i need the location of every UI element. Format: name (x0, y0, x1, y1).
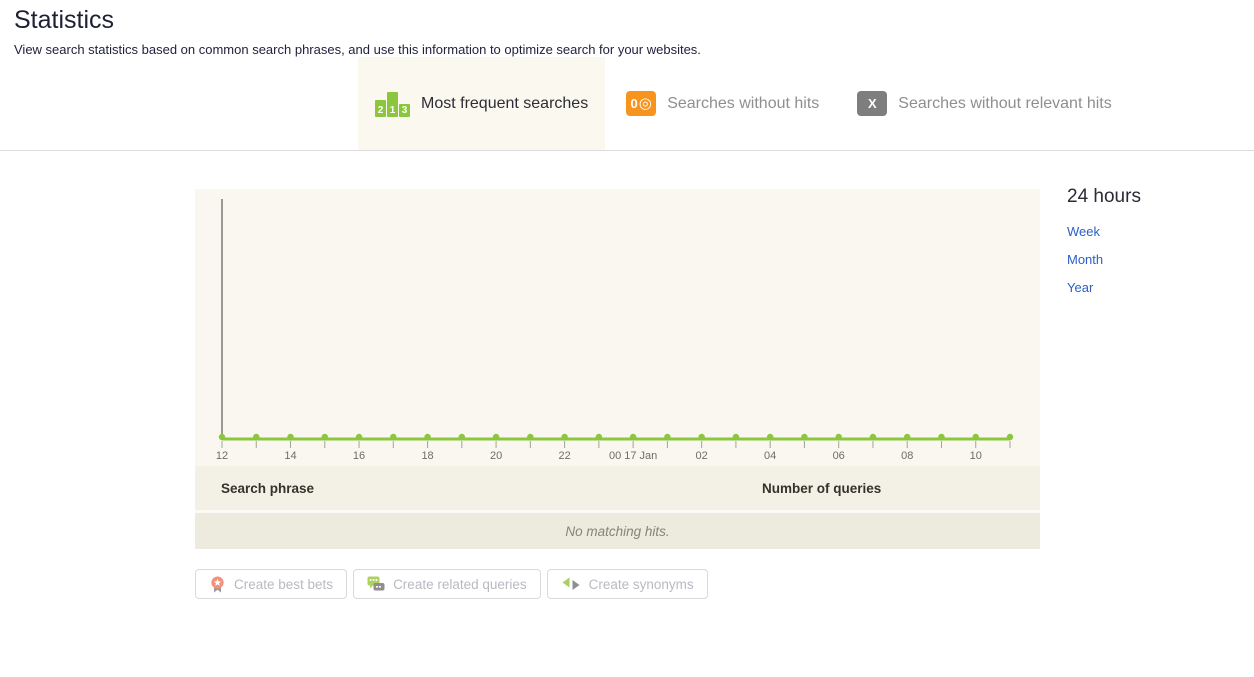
tab-searches-without-hits[interactable]: 0 ◎ Searches without hits (609, 57, 836, 150)
action-buttons: Create best bets Create related queries … (195, 569, 1254, 599)
time-range-link-week[interactable]: Week (1067, 224, 1100, 239)
related-queries-chat-icon (367, 576, 385, 591)
tab-searches-without-relevant-hits[interactable]: X Searches without relevant hits (840, 57, 1128, 150)
svg-text:18: 18 (421, 450, 433, 462)
time-range-selected: 24 hours (1067, 186, 1141, 207)
create-related-queries-button[interactable]: Create related queries (353, 569, 541, 599)
page-subtitle: View search statistics based on common s… (14, 42, 701, 57)
table-separator (195, 510, 1040, 513)
svg-text:02: 02 (696, 450, 708, 462)
statistics-main: 12 14 16 18 20 22 00 17 Jan 02 04 06 08 10 Search p… (195, 189, 1040, 549)
tab-label: Most frequent searches (421, 94, 589, 112)
time-range-panel: 24 hours Week Month Year (1067, 186, 1227, 308)
svg-text:08: 08 (901, 450, 913, 462)
synonyms-arrows-icon (562, 577, 580, 590)
results-table-header: Search phrase Number of queries (195, 466, 1040, 510)
create-synonyms-button[interactable]: Create synonyms (546, 569, 708, 599)
column-header-search-phrase: Search phrase (221, 480, 315, 496)
podium-bar-1: 1 (387, 91, 398, 117)
time-range-link-month[interactable]: Month (1067, 252, 1104, 267)
svg-text:14: 14 (284, 450, 296, 462)
tab-label: Searches without hits (667, 94, 820, 112)
time-range-link-year[interactable]: Year (1067, 280, 1094, 295)
best-bets-ribbon-icon (211, 576, 224, 592)
search-statistics-chart: 12 14 16 18 20 22 00 17 Jan 02 04 06 08 10 (195, 189, 1040, 466)
empty-results-row: No matching hits. (195, 513, 1040, 549)
svg-text:00 17 Jan: 00 17 Jan (609, 450, 657, 462)
column-header-number-of-queries: Number of queries (762, 480, 882, 496)
svg-text:22: 22 (558, 450, 570, 462)
tab-label: Searches without relevant hits (898, 94, 1112, 112)
podium-bar-3: 3 (399, 103, 410, 117)
page-header: Statistics View search statistics based … (0, 0, 1254, 57)
create-best-bets-button[interactable]: Create best bets (195, 569, 348, 599)
podium-bar-2: 2 (375, 99, 386, 117)
svg-text:06: 06 (833, 450, 845, 462)
podium-213-icon: 2 1 3 (375, 91, 410, 117)
svg-text:20: 20 (490, 450, 502, 462)
svg-text:10: 10 (970, 450, 982, 462)
svg-text:04: 04 (764, 450, 776, 462)
chart-svg: 12 14 16 18 20 22 00 17 Jan 02 04 06 08 10 (216, 199, 1014, 462)
svg-text:16: 16 (353, 450, 365, 462)
page-title: Statistics (14, 6, 115, 34)
tab-bar: 2 1 3 Most frequent searches 0 ◎ Searches… (0, 57, 1254, 151)
svg-text:12: 12 (216, 450, 228, 462)
zero-hits-icon: 0 ◎ (626, 91, 657, 116)
x-icon: X (857, 91, 888, 116)
tab-most-frequent-searches[interactable]: 2 1 3 Most frequent searches (358, 57, 606, 150)
